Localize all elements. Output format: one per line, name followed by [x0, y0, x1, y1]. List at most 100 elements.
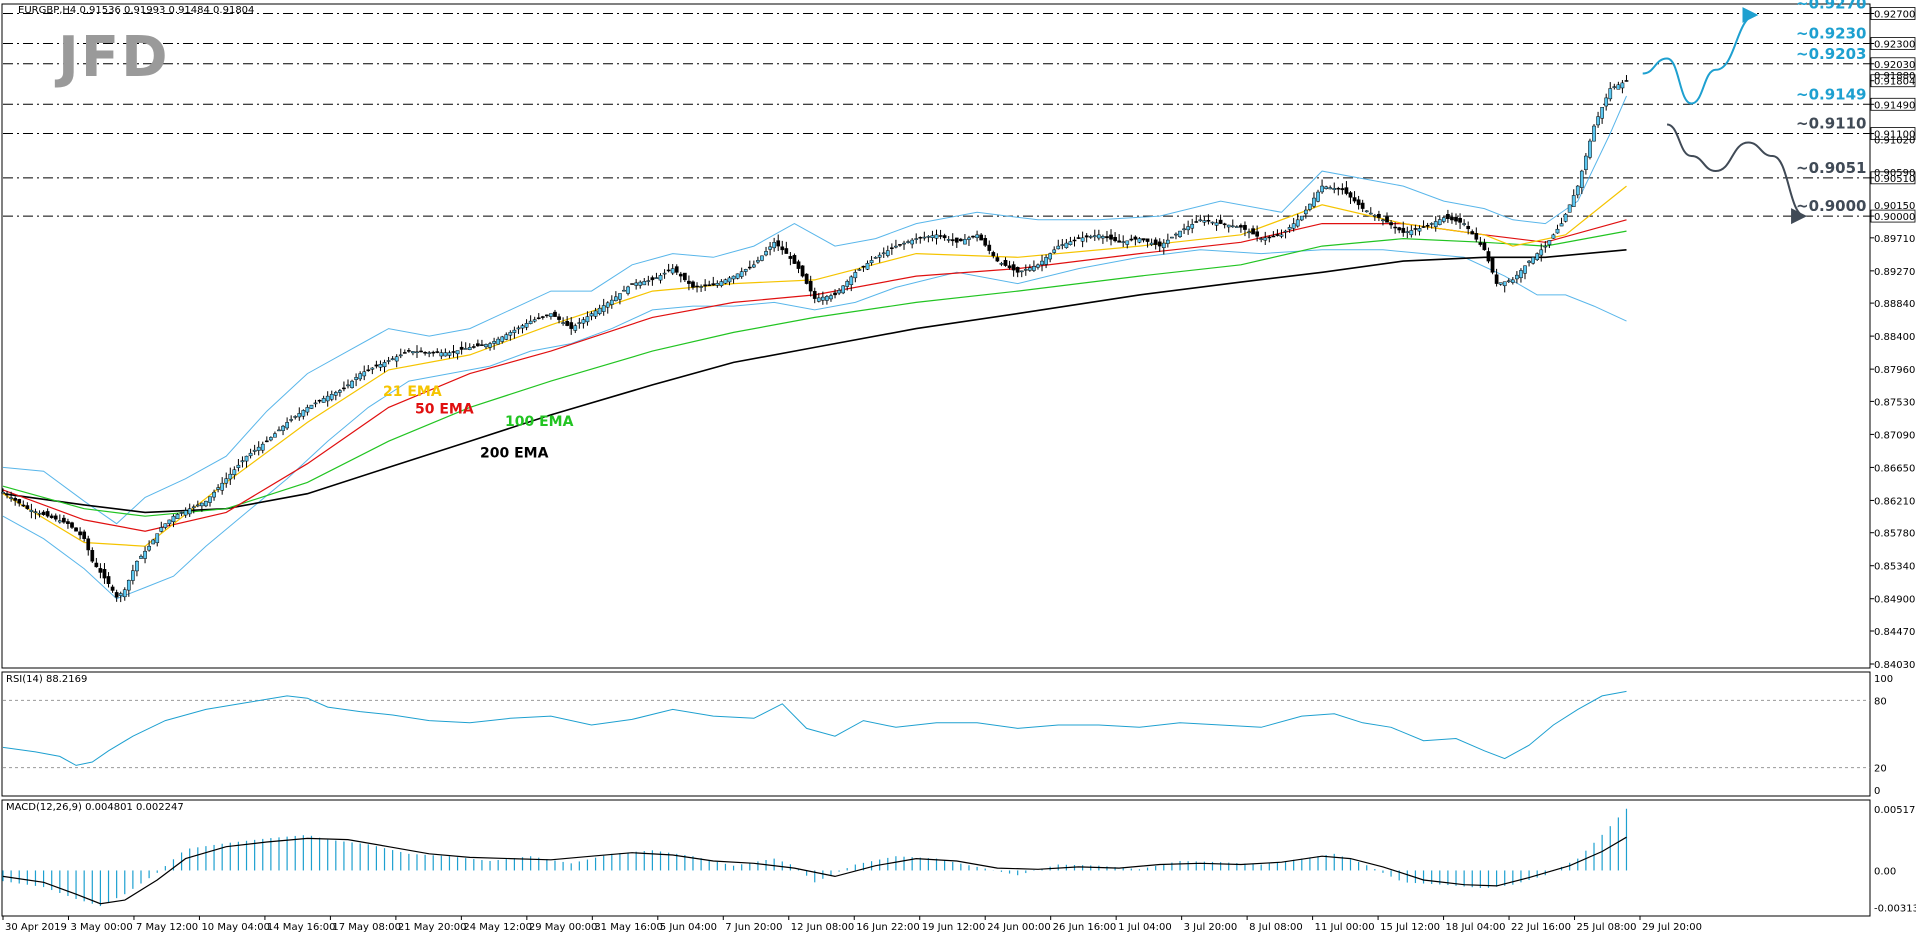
level-label: ~0.9270 [1796, 0, 1866, 13]
time-axis-label: 3 May 00:00 [70, 922, 132, 933]
bullish-candle [338, 390, 342, 393]
bullish-candle [1527, 260, 1531, 263]
bullish-candle [143, 550, 147, 559]
bearish-candle [90, 550, 95, 562]
time-axis-label: 19 Jun 12:00 [922, 922, 986, 933]
bearish-candle [1336, 187, 1341, 190]
bullish-candle [1283, 230, 1288, 233]
bearish-candle [557, 316, 561, 320]
bollinger-upper-line [2, 95, 1627, 525]
bullish-candle [849, 276, 854, 285]
bullish-candle [816, 297, 821, 302]
bearish-candle [419, 350, 423, 353]
bearish-candle [1145, 238, 1150, 242]
time-axis-label: 26 Jun 16:00 [1053, 922, 1117, 933]
bullish-candle [455, 350, 460, 355]
price-axis-label: 0.92030 [1874, 60, 1915, 71]
bullish-candle [277, 429, 281, 432]
bullish-candle [528, 320, 533, 324]
bullish-candle [1279, 234, 1284, 237]
bearish-candle [78, 531, 82, 536]
bearish-candle [407, 350, 411, 352]
price-axis-label: 0.86650 [1874, 463, 1915, 474]
bullish-candle [1584, 155, 1588, 170]
bullish-candle [216, 487, 220, 490]
bullish-candle [1405, 231, 1410, 233]
time-axis-label: 30 Apr 2019 [5, 922, 67, 933]
bullish-candle [508, 332, 513, 336]
bearish-candle [471, 346, 476, 348]
bearish-candle [98, 568, 103, 573]
bearish-candle [703, 284, 708, 287]
bearish-candle [1157, 241, 1162, 247]
price-axis-label: 0.87090 [1874, 430, 1915, 441]
bullish-candle [1092, 235, 1097, 238]
rsi-label: RSI(14) 88.2169 [6, 674, 87, 685]
bullish-candle [1149, 242, 1154, 245]
bullish-candle [135, 560, 139, 572]
bearish-candle [451, 351, 456, 353]
level-label: ~0.9051 [1796, 159, 1866, 177]
bullish-candle [699, 286, 703, 288]
bullish-candle [386, 360, 391, 362]
bullish-candle [873, 257, 878, 259]
macd-pane: 0.005179 0.00 -0.003133 [2, 805, 1916, 915]
bearish-candle [1478, 242, 1483, 245]
ema-label: 200 EMA [480, 446, 549, 462]
bullish-candle [1506, 280, 1511, 283]
bullish-candle [1178, 230, 1182, 238]
bullish-candle [248, 452, 253, 457]
bullish-candle [1612, 86, 1617, 88]
bullish-candle [333, 392, 338, 396]
bearish-candle [650, 277, 655, 281]
bearish-candle [1352, 197, 1357, 202]
bearish-candle [1109, 234, 1113, 240]
bearish-candle [1255, 231, 1259, 237]
bullish-projection-arrow [1642, 7, 1759, 105]
bullish-candle [1328, 187, 1333, 190]
bullish-candle [825, 296, 829, 301]
bullish-candle [1579, 170, 1584, 188]
bullish-candle [1299, 215, 1304, 221]
bullish-candle [1441, 217, 1446, 222]
bullish-candle [597, 307, 602, 314]
bullish-candle [967, 237, 971, 240]
bullish-candle [346, 384, 350, 387]
bullish-candle [662, 272, 667, 275]
bullish-candle [1571, 195, 1576, 207]
bullish-candle [1409, 230, 1414, 236]
bearish-candle [1251, 228, 1255, 235]
bullish-candle [922, 236, 927, 239]
bullish-candle [484, 344, 488, 348]
bearish-candle [796, 261, 801, 269]
bullish-candle [1616, 84, 1621, 90]
bullish-candle [183, 510, 188, 516]
bullish-candle [885, 250, 890, 256]
bullish-candle [1567, 204, 1572, 213]
time-axis-label: 8 Jul 08:00 [1249, 922, 1303, 933]
bearish-candle [695, 285, 699, 288]
bullish-candle [204, 500, 208, 507]
bearish-candle [971, 235, 975, 238]
macd-label: MACD(12,26,9) 0.004801 0.002247 [6, 802, 184, 813]
rsi-axis-label: 20 [1874, 764, 1887, 775]
bullish-candle [1052, 249, 1057, 253]
bullish-candle [1320, 185, 1324, 193]
bullish-candle [1417, 228, 1422, 232]
bullish-candle [358, 373, 363, 380]
price-axis-label: 0.87960 [1874, 365, 1915, 376]
bearish-candle [979, 234, 983, 241]
bullish-candle [821, 296, 825, 301]
price-axis-label: 0.89710 [1874, 234, 1915, 245]
bullish-candle [837, 290, 841, 294]
bearish-candle [13, 498, 18, 501]
bearish-candle [374, 364, 379, 367]
bullish-candle [1312, 197, 1316, 207]
bearish-candle [707, 284, 712, 286]
bearish-candle [1011, 264, 1016, 271]
bearish-candle [1218, 219, 1223, 224]
bearish-candle [1348, 192, 1353, 198]
bullish-candle [865, 263, 870, 270]
rsi-axis-label: 0 [1874, 786, 1880, 797]
bearish-candle [674, 266, 679, 273]
